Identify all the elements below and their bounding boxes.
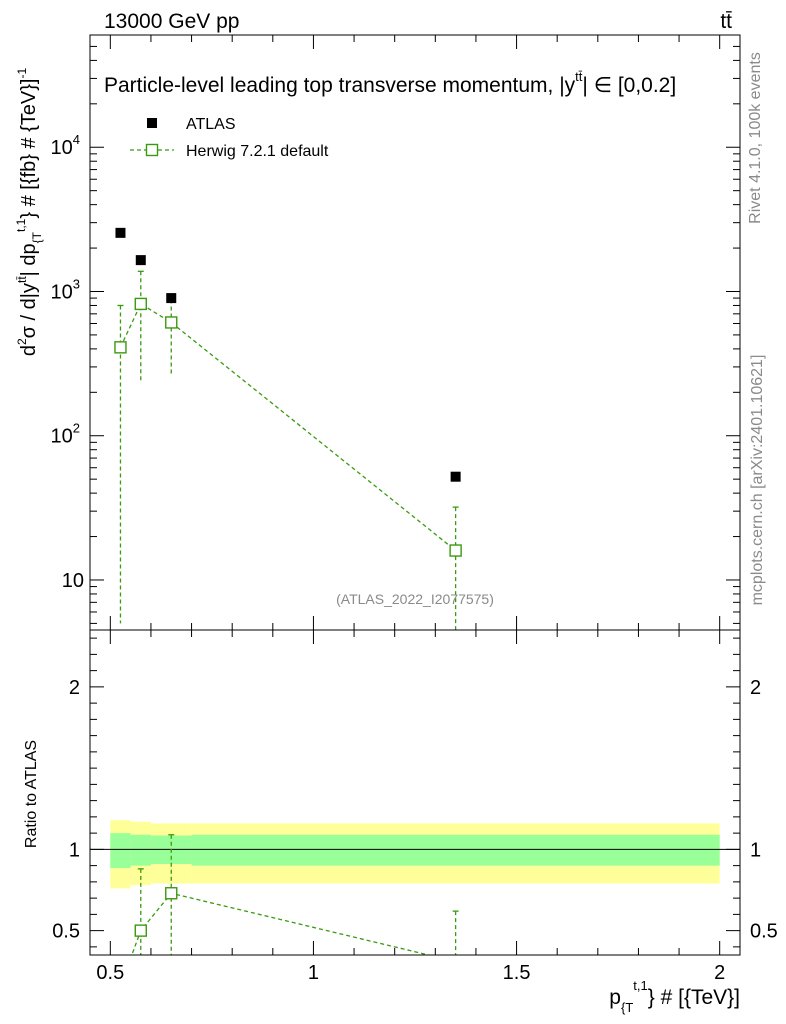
main-ylabel: d2σ / d|ytt̄| dp{Tt,1} # [{fb} # {TeV}]-… [14,68,44,357]
legend-marker-herwig [145,143,159,157]
main-title: Particle-level leading top transverse mo… [104,69,676,97]
ratio-band-inner [191,834,720,866]
ratio-ytick-label-left: 1 [69,839,80,861]
herwig-point [114,341,127,354]
ratio-band-inner [110,833,131,869]
herwig-point [165,316,178,329]
ratio-frame [89,629,741,956]
ratio-ytick-label-right: 2 [750,677,761,699]
mcplots-label: mcplots.cern.ch [arXiv:2401.10621] [749,355,766,606]
main-ytick-label: 104 [51,132,80,159]
atlas-point [135,255,146,266]
legend-label-herwig: Herwig 7.2.1 default [186,143,329,160]
legend-label-atlas: ATLAS [186,116,236,133]
legend: ATLAS Herwig 7.2.1 default [130,116,329,160]
ratio-xtick-label: 1.5 [503,962,531,984]
herwig-point [134,297,147,311]
atlas-point [115,227,126,238]
main-ytick-label: 10 [62,570,84,592]
herwig-line [119,302,457,552]
ratio-ytick-label-left: 0.5 [52,921,80,943]
atlas-point [450,471,461,482]
ratio-ytick-label-right: 1 [750,839,761,861]
ratio-xtick-label: 1 [308,962,319,984]
legend-marker-atlas [147,118,157,128]
header-left: 13000 GeV pp [104,10,239,33]
atlas-point [166,293,177,304]
ratio-herwig-line [131,892,432,955]
main-plot-panel: 10 102 103 104 Particle-level leading top t… [14,34,741,631]
main-ytick-label: 103 [51,276,80,303]
ratio-plot-panel: 0.5 0.5 1 1 2 2 0.5 1 1.5 2 Ratio to ATLAS p{Tt,1… [23,629,778,1015]
ratio-ytick-label-right: 0.5 [750,921,778,943]
rivet-label: Rivet 4.1.0, 100k events [747,52,764,224]
ratio-ytick-label-left: 2 [69,677,80,699]
ratio-xtick-label: 0.5 [96,962,124,984]
ratio-ylabel: Ratio to ATLAS [23,740,40,848]
watermark: (ATLAS_2022_I2077575) [336,591,494,607]
ratio-herwig-point [450,956,461,967]
ratio-band-inner [130,834,151,866]
main-ytick-label: 102 [51,421,80,448]
ratio-xtick-label: 2 [714,962,725,984]
herwig-point [449,544,462,557]
ratio-herwig-point [165,887,178,900]
ratio-herwig-point [134,924,147,937]
header-right: tt̄ [720,10,732,33]
ratio-xlabel: p{Tt,1} # [{TeV}] [609,978,740,1015]
